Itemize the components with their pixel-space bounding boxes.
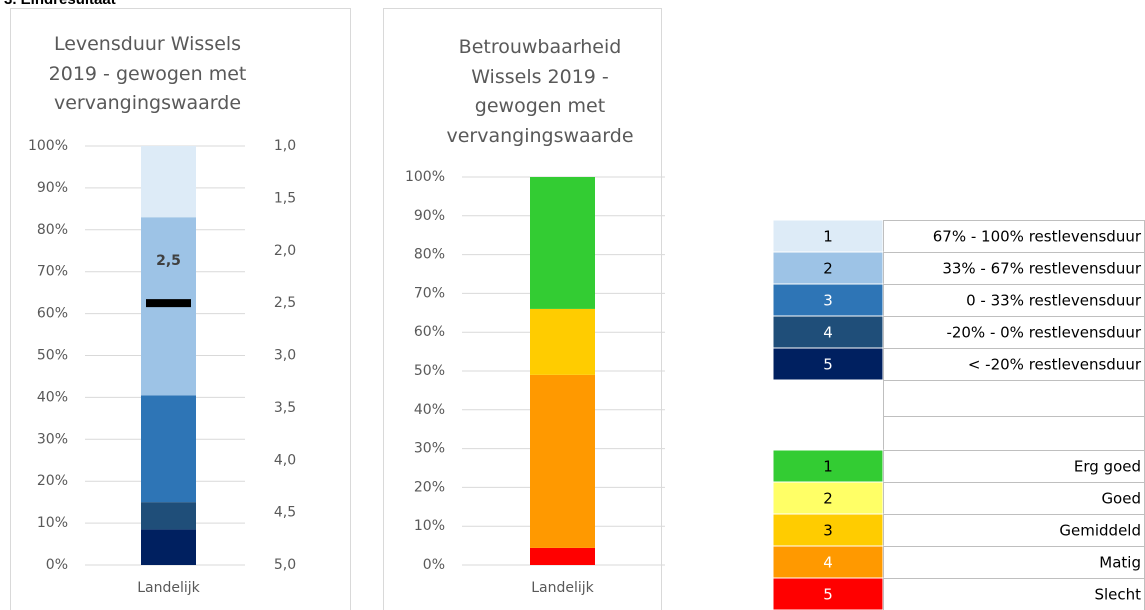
x-tick-label: Landelijk <box>137 580 200 596</box>
y-tick-label: 80% <box>37 222 68 238</box>
y-tick-label: 20% <box>414 479 445 495</box>
table-cell: 5 <box>823 586 833 604</box>
y-tick-label: 80% <box>414 247 445 263</box>
text-cell <box>883 546 1145 579</box>
text-cell <box>883 578 1145 610</box>
y2-tick-label: 4,0 <box>274 452 296 468</box>
text-cell <box>883 284 1145 317</box>
y-tick-label: 30% <box>37 431 68 447</box>
chart-title: Betrouwbaarheid Wissels 2019 - gewogen m… <box>446 36 634 147</box>
y-tick-label: 10% <box>37 515 68 531</box>
color-cell <box>772 219 884 253</box>
y-tick-label: 100% <box>405 169 445 185</box>
y2-tick-label: 2,0 <box>274 243 296 259</box>
y-tick-label: 60% <box>414 324 445 340</box>
color-cell <box>772 577 884 610</box>
table-cell: 3 <box>823 522 833 540</box>
text-cell <box>883 514 1145 547</box>
y2-tick-label: 2,5 <box>274 295 296 311</box>
color-cell <box>772 513 884 547</box>
y2-tick-label: 1,0 <box>274 138 296 154</box>
y-tick-label: 50% <box>37 348 68 364</box>
y-tick-label: 100% <box>28 138 68 154</box>
bar-segment <box>141 502 196 530</box>
table-cell: 1 <box>823 228 833 246</box>
y-tick-label: 40% <box>37 389 68 405</box>
color-cell <box>772 251 884 285</box>
chart-frame <box>383 8 662 610</box>
blank-cell <box>883 380 1145 417</box>
bar-segment <box>530 547 595 565</box>
table-cell: Gemiddeld <box>1059 522 1141 540</box>
table-cell: 4 <box>823 554 833 572</box>
text-cell <box>883 252 1145 285</box>
x-tick-label: Landelijk <box>531 580 594 596</box>
bar-segment <box>530 308 595 375</box>
marker <box>146 299 191 308</box>
bar-segment <box>141 146 196 218</box>
y2-tick-label: 5,0 <box>274 557 296 573</box>
y-tick-label: 50% <box>414 363 445 379</box>
y2-tick-label: 3,5 <box>274 400 296 416</box>
table-cell: Erg goed <box>1074 458 1141 476</box>
bar-segment <box>141 529 196 565</box>
color-cell <box>772 449 884 483</box>
color-cell <box>772 347 884 381</box>
table-cell: Slecht <box>1094 586 1141 604</box>
table-cell: Matig <box>1099 554 1141 572</box>
y-tick-label: 40% <box>414 402 445 418</box>
bar-segment <box>530 177 595 309</box>
y-tick-label: 90% <box>414 208 445 224</box>
y-tick-label: 30% <box>414 441 445 457</box>
color-cell <box>772 481 884 515</box>
table-cell: 33% - 67% restlevensduur <box>942 260 1142 278</box>
table-cell: Goed <box>1101 490 1141 508</box>
table-cell: 2 <box>823 490 833 508</box>
table-cell: < -20% restlevensduur <box>968 356 1142 374</box>
y-tick-label: 90% <box>37 180 68 196</box>
text-cell <box>883 316 1145 349</box>
y-tick-label: 0% <box>423 557 445 573</box>
y2-tick-label: 3,0 <box>274 348 296 364</box>
chart-title: Levensduur Wissels 2019 - gewogen met ve… <box>48 33 247 114</box>
y-tick-label: 60% <box>37 306 68 322</box>
table-cell: -20% - 0% restlevensduur <box>946 324 1141 342</box>
blank-cell <box>883 416 1145 453</box>
y2-tick-label: 1,5 <box>274 190 296 206</box>
table-cell: 2 <box>823 260 833 278</box>
y-tick-label: 20% <box>37 473 68 489</box>
table-cell: 0 - 33% restlevensduur <box>966 292 1142 310</box>
heading: 3. Eindresultaat <box>4 0 116 8</box>
y2-tick-label: 4,5 <box>274 505 296 521</box>
y-tick-label: 70% <box>37 264 68 280</box>
y-tick-label: 10% <box>414 518 445 534</box>
table-cell: 3 <box>823 292 833 310</box>
table-cell: 1 <box>823 458 833 476</box>
text-cell <box>883 220 1145 253</box>
table-cell: 5 <box>823 356 833 374</box>
bar-segment <box>530 374 595 548</box>
bar-segment <box>141 395 196 503</box>
y-tick-label: 0% <box>46 557 68 573</box>
y-tick-label: 70% <box>414 285 445 301</box>
chart-frame <box>10 8 351 610</box>
table-cell: 67% - 100% restlevensduur <box>933 228 1142 246</box>
table-cell: 4 <box>823 324 833 342</box>
marker-label: 2,5 <box>156 253 181 269</box>
